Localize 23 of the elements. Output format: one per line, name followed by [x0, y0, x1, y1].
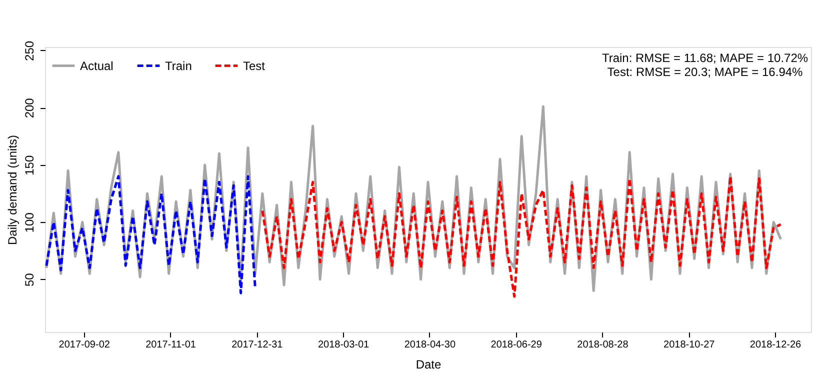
y-tick-label: 50: [22, 272, 36, 287]
y-tick-label: 250: [22, 40, 36, 61]
legend-label: Actual: [80, 58, 114, 73]
y-tick-label: 100: [22, 212, 36, 233]
x-tick-label: 2017-09-02: [58, 340, 110, 350]
legend-label: Train: [165, 58, 192, 73]
line-series: [261, 175, 782, 298]
x-tick-label: 2017-12-31: [232, 340, 284, 350]
annotation: Train: RMSE = 11.68; MAPE = 10.72%: [602, 51, 808, 65]
x-tick-label: 2018-04-30: [404, 340, 456, 350]
x-tick-label: 2018-12-26: [750, 340, 802, 350]
x-tick-label: 2017-11-01: [146, 340, 196, 350]
y-axis-title: Daily demand (units): [6, 134, 20, 246]
x-axis-title: Date: [416, 358, 442, 372]
x-tick-label: 2018-08-28: [577, 340, 629, 350]
y-tick-label: 150: [22, 155, 36, 176]
y-tick-label: 200: [22, 98, 36, 118]
x-tick-label: 2018-06-29: [490, 340, 542, 350]
legend-label: Test: [243, 58, 266, 73]
annotation: Test: RMSE = 20.3; MAPE = 16.94%: [607, 65, 804, 79]
x-tick-label: 2018-10-27: [664, 340, 716, 350]
line-series: [45, 175, 256, 294]
x-tick-label: 2018-03-01: [318, 340, 370, 350]
